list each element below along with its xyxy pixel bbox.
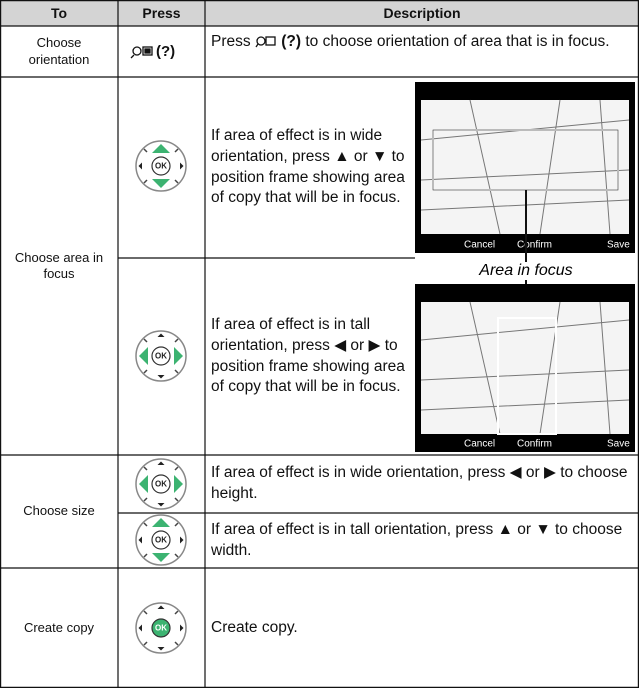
press: (?)	[156, 43, 176, 60]
selector-arrow	[139, 347, 148, 365]
selector-tick	[174, 522, 179, 527]
selector-ok	[151, 156, 171, 176]
selector-arrow	[152, 144, 170, 153]
screen-button: Cancel	[464, 439, 495, 450]
selector-arrow	[157, 647, 165, 651]
description: Press (?) to choose orientation of area …	[205, 26, 639, 77]
selector-tick	[174, 610, 179, 615]
selector-tick	[174, 497, 179, 502]
screen-button: Cancel	[464, 240, 495, 251]
text: (?)	[281, 33, 302, 50]
selector-tick	[174, 641, 179, 646]
selector-arrow	[180, 536, 184, 544]
selector-ok	[151, 618, 171, 638]
description: If area of effect is in tall orientation…	[211, 316, 405, 396]
multi-selector: OK	[135, 602, 187, 654]
selector-tick	[174, 338, 179, 343]
text: to choose orientation of area that is in…	[305, 33, 610, 50]
selector-arrow	[174, 347, 183, 365]
description: If area of effect is in wide orientation…	[211, 464, 628, 502]
selector-arrow	[157, 461, 165, 465]
screen-button: Confirm	[517, 240, 552, 251]
selector-arrow	[152, 518, 170, 527]
selector-arrow	[152, 179, 170, 188]
multi-selector: OK	[135, 330, 187, 382]
text: Press	[211, 33, 251, 50]
selector-arrow	[180, 624, 184, 632]
selector-tick	[143, 338, 148, 343]
selector-tick	[174, 553, 179, 558]
selector-tick	[143, 641, 148, 646]
selector-tick	[143, 179, 148, 184]
selector-tick	[143, 522, 148, 527]
selector-label: OK	[155, 352, 167, 361]
multi-selector: OK	[135, 458, 187, 510]
selector-tick	[143, 610, 148, 615]
selector-arrow	[152, 553, 170, 562]
selector-arrow	[138, 624, 142, 632]
selector-label: OK	[155, 162, 167, 171]
selector-ok	[151, 530, 171, 550]
screen-button: Save	[607, 439, 630, 450]
selector-arrow	[157, 503, 165, 507]
selector-arrow	[139, 475, 148, 493]
action: Choose orientation	[28, 35, 90, 67]
selector-arrow	[157, 333, 165, 337]
description: If area of effect is in wide orientation…	[211, 127, 405, 207]
screen-tall: Cancel Confirm Save	[415, 284, 635, 452]
action: Choose area in focus	[14, 249, 104, 281]
selector-arrow	[138, 162, 142, 170]
multi-selector: OK	[135, 140, 187, 192]
description: If area of effect is in tall orientation…	[211, 520, 623, 559]
selector-label: OK	[155, 536, 167, 545]
multi-selector: OK	[135, 514, 187, 566]
action: Choose size	[23, 503, 95, 519]
header: Press	[142, 5, 181, 21]
selector-tick	[143, 466, 148, 471]
screen-button: Save	[607, 240, 630, 251]
screen-button: Confirm	[517, 439, 552, 450]
header: To	[50, 5, 68, 21]
callout: Area in focus	[478, 262, 572, 279]
selector-arrow	[157, 605, 165, 609]
selector-tick	[143, 148, 148, 153]
description: Create copy.	[211, 618, 298, 636]
selector-arrow	[157, 375, 165, 379]
header: Description	[383, 5, 461, 21]
selector-tick	[174, 369, 179, 374]
selector-arrow	[174, 475, 183, 493]
selector-label: OK	[155, 624, 167, 633]
selector-arrow	[180, 162, 184, 170]
zoom-icon	[255, 36, 276, 48]
selector-ok	[151, 346, 171, 366]
selector-label: OK	[155, 480, 167, 489]
selector-tick	[143, 553, 148, 558]
selector-ok	[151, 474, 171, 494]
zoom-icon	[130, 46, 153, 59]
selector-tick	[174, 148, 179, 153]
action: Create copy	[23, 619, 95, 635]
selector-arrow	[138, 536, 142, 544]
selector-tick	[174, 179, 179, 184]
selector-tick	[143, 369, 148, 374]
selector-tick	[143, 497, 148, 502]
selector-tick	[174, 466, 179, 471]
